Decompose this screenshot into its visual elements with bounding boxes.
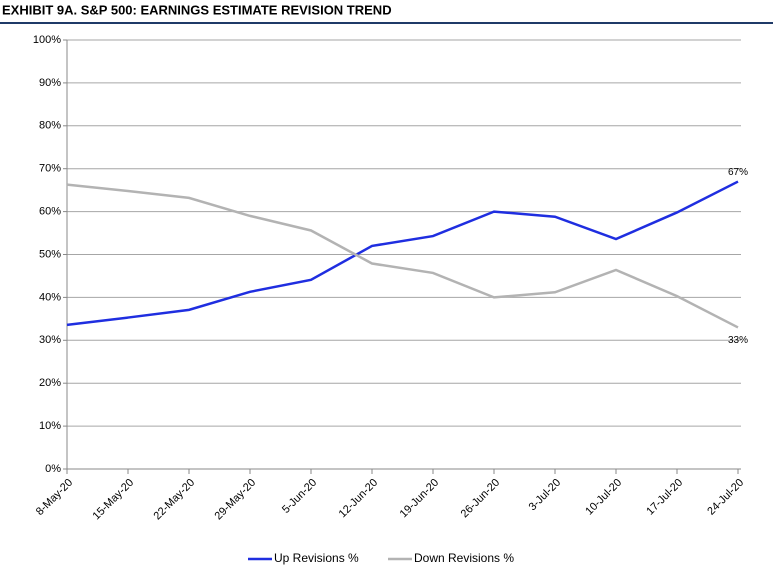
y-tick-label: 80% [39, 120, 61, 132]
y-tick-label: 10% [39, 420, 61, 432]
x-tick-label: 19-Jun-20 [398, 477, 442, 521]
y-tick-label: 60% [39, 206, 61, 218]
legend-label: Down Revisions % [414, 551, 514, 565]
x-tick-label: 10-Jul-20 [583, 477, 624, 518]
x-tick-label: 26-Jun-20 [459, 477, 503, 521]
x-tick-label: 15-May-20 [91, 477, 137, 523]
x-tick-label: 24-Jul-20 [705, 477, 746, 518]
y-tick-label: 90% [39, 77, 61, 89]
y-tick-label: 50% [39, 248, 61, 260]
x-tick-label: 22-May-20 [152, 477, 198, 523]
x-tick-label: 5-Jun-20 [280, 477, 319, 516]
series-line [66, 183, 739, 329]
chart-title: EXHIBIT 9A. S&P 500: EARNINGS ESTIMATE R… [2, 2, 392, 17]
y-tick-label: 30% [39, 334, 61, 346]
y-tick-label: 100% [33, 34, 61, 46]
x-tick-label: 8-May-20 [34, 477, 75, 518]
x-tick-label: 12-Jun-20 [337, 477, 381, 521]
data-label: 67% [728, 167, 748, 178]
series-line [66, 180, 739, 327]
x-tick-label: 17-Jul-20 [644, 477, 685, 518]
y-tick-label: 70% [39, 163, 61, 175]
x-tick-label: 29-May-20 [213, 477, 259, 523]
legend-label: Up Revisions % [274, 551, 359, 565]
data-label: 33% [728, 335, 748, 346]
y-tick-label: 0% [45, 463, 61, 475]
y-tick-label: 40% [39, 291, 61, 303]
x-tick-label: 3-Jul-20 [527, 477, 564, 514]
y-tick-label: 20% [39, 377, 61, 389]
